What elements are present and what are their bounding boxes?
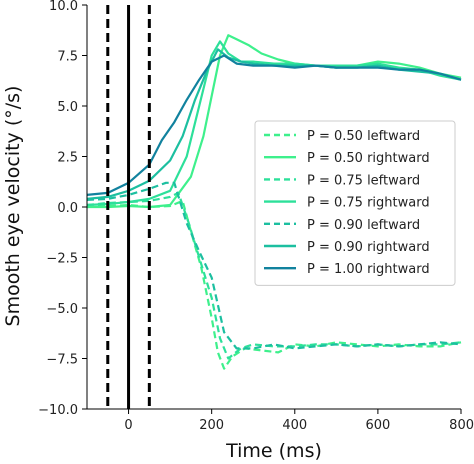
ticks: 0 200 400 600 800 −10.0 −7.5 −5.0 −2.5 0.0 2.5 5.0 7… <box>38 0 474 433</box>
plot-area <box>86 34 462 370</box>
x-tick-label: 200 <box>199 418 224 433</box>
legend-label: P = 0.50 leftward <box>307 129 420 144</box>
x-tick-label: 600 <box>365 418 390 433</box>
x-tick-label: 800 <box>449 418 474 433</box>
series-line-2 <box>87 34 462 209</box>
y-tick-label: 5.0 <box>57 100 78 115</box>
legend: P = 0.50 leftward P = 0.50 rightward P = 0… <box>254 120 456 286</box>
event-markers <box>106 5 151 409</box>
legend-label: P = 0.75 rightward <box>307 196 430 211</box>
legend-box <box>254 120 456 286</box>
y-tick-label: −2.5 <box>46 252 78 267</box>
legend-label: P = 0.50 rightward <box>307 151 430 166</box>
y-tick-label: 2.5 <box>57 151 78 166</box>
y-tick-label: −5.0 <box>46 302 78 317</box>
y-tick-label: 0.0 <box>57 201 78 216</box>
x-tick-label: 0 <box>124 418 132 433</box>
series-line-7 <box>86 54 462 196</box>
legend-label: P = 0.90 leftward <box>307 218 420 233</box>
y-tick-label: −10.0 <box>38 403 78 418</box>
y-tick-label: 10.0 <box>49 0 78 14</box>
x-tick-label: 400 <box>282 418 307 433</box>
series-line-5 <box>86 181 462 350</box>
legend-label: P = 0.90 rightward <box>307 240 430 255</box>
y-axis-label: Smooth eye velocity (°/s) <box>2 86 24 327</box>
legend-label: P = 1.00 rightward <box>307 262 430 277</box>
legend-label: P = 0.75 leftward <box>307 173 420 188</box>
y-tick-label: 7.5 <box>57 50 78 65</box>
y-tick-label: −7.5 <box>46 353 78 368</box>
x-axis-label: Time (ms) <box>225 440 322 462</box>
